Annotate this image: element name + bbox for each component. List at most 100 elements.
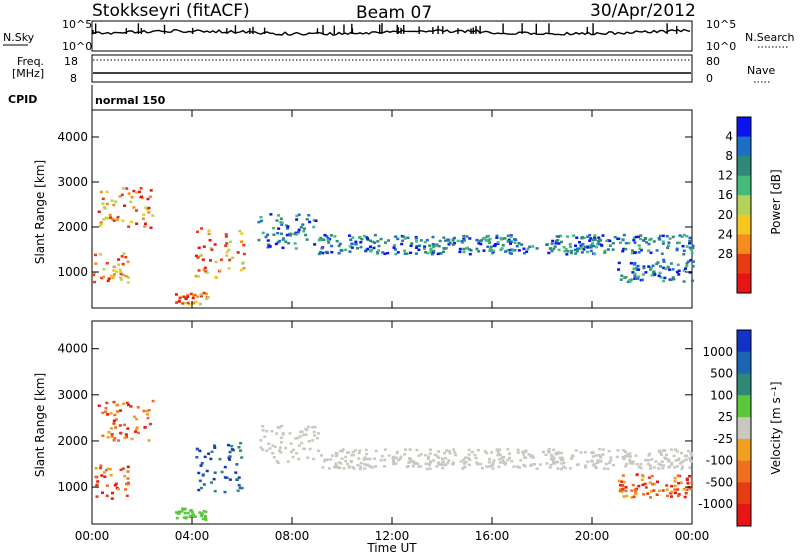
data-cell (524, 456, 528, 459)
data-cell (494, 242, 498, 246)
data-cell (550, 453, 554, 457)
data-cell (324, 250, 328, 254)
data-cell (261, 448, 265, 451)
data-cell (677, 273, 681, 276)
data-cell (263, 435, 267, 439)
data-cell (383, 458, 387, 462)
data-cell (624, 241, 628, 245)
data-cell (125, 435, 129, 439)
freq-tick-top: 18 (64, 55, 78, 68)
data-cell (582, 236, 586, 240)
data-cell (294, 437, 298, 440)
data-cell (621, 474, 625, 477)
data-cell (645, 241, 649, 244)
data-cell (496, 242, 500, 245)
data-cell (633, 263, 637, 266)
data-cell (597, 236, 601, 239)
data-cell (624, 247, 628, 251)
data-cell (394, 462, 398, 465)
cpid-label: CPID (8, 93, 37, 106)
data-cell (513, 241, 517, 244)
data-cell (409, 244, 413, 248)
data-cell (329, 458, 333, 461)
data-cell (146, 416, 150, 420)
data-cell (532, 463, 536, 466)
data-cell (673, 484, 677, 488)
data-cell (121, 262, 125, 266)
data-cell (675, 450, 679, 453)
data-cell (371, 240, 375, 244)
data-cell (363, 467, 367, 470)
data-cell (477, 242, 481, 245)
data-cell (652, 489, 656, 492)
data-cell (573, 248, 577, 252)
data-cell (136, 431, 140, 435)
data-cell (114, 200, 118, 203)
data-cell (675, 247, 679, 251)
data-cell (631, 460, 635, 464)
data-cell (654, 460, 658, 463)
data-cell (101, 491, 105, 495)
data-cell (391, 456, 395, 460)
data-cell (530, 454, 534, 457)
data-cell (125, 401, 129, 405)
data-cell (573, 244, 577, 248)
data-cell (340, 249, 344, 252)
data-cell (578, 240, 582, 244)
data-cell (202, 509, 206, 513)
data-cell (394, 456, 398, 460)
data-cell (197, 246, 201, 249)
data-cell (360, 238, 364, 241)
data-cell (647, 242, 651, 246)
data-cell (445, 246, 449, 250)
data-cell (182, 516, 186, 519)
data-cell (549, 457, 553, 461)
data-cell (362, 458, 366, 462)
data-cell (664, 267, 668, 271)
data-cell (189, 292, 193, 296)
data-cell (109, 216, 113, 219)
data-cell (660, 460, 664, 463)
nave-label: Nave (747, 64, 775, 77)
data-cell (235, 463, 239, 466)
data-cell (661, 242, 665, 245)
data-cell (126, 477, 130, 480)
data-cell (345, 451, 349, 454)
data-cell (190, 510, 194, 514)
data-cell (629, 262, 633, 265)
data-cell (662, 449, 666, 452)
data-cell (584, 464, 588, 467)
data-cell (349, 238, 353, 242)
data-cell (239, 449, 243, 452)
data-cell (658, 238, 662, 241)
colorbar-tick-label: 28 (718, 247, 733, 261)
y-tick-label: 3000 (57, 388, 88, 402)
data-cell (659, 276, 663, 279)
data-cell (641, 483, 645, 487)
data-cell (498, 453, 502, 456)
data-cell (105, 401, 109, 405)
data-cell (637, 251, 641, 254)
data-cell (419, 239, 423, 242)
data-cell (146, 197, 150, 201)
data-cell (690, 454, 694, 457)
data-cell (589, 244, 593, 247)
data-cell (526, 247, 530, 251)
data-cell (666, 494, 670, 498)
data-cell (506, 234, 510, 238)
data-cell (94, 253, 98, 257)
data-cell (234, 471, 238, 474)
colorbar-segment (737, 373, 751, 396)
data-cell (313, 243, 317, 246)
data-cell (611, 241, 615, 245)
data-cell (635, 462, 639, 466)
data-cell (97, 404, 101, 407)
data-cell (677, 241, 681, 244)
data-cell (319, 454, 323, 457)
data-cell (386, 251, 390, 255)
data-cell (673, 488, 677, 491)
data-cell (492, 244, 496, 248)
data-cell (194, 254, 198, 258)
data-cell (177, 298, 181, 302)
data-cell (506, 458, 510, 462)
